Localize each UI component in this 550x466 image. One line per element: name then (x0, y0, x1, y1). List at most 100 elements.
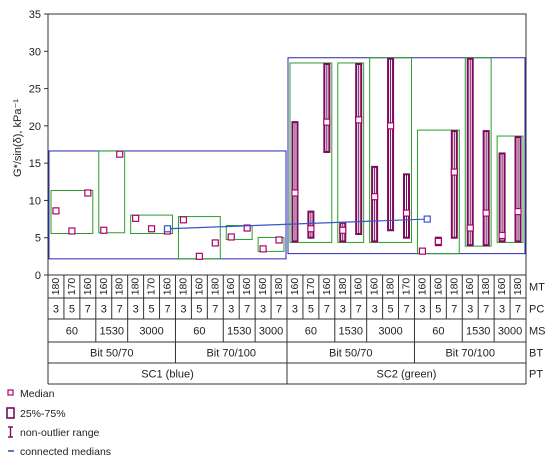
table-cell-label: 5 (435, 304, 441, 316)
table-cell-label: 7 (324, 304, 330, 316)
table-cell-label: 3000 (139, 326, 163, 338)
subgroup-range-rect (98, 150, 126, 234)
table-cell-label: 3000 (378, 326, 402, 338)
table-cell-label: 180 (177, 278, 189, 296)
median-marker (259, 245, 267, 253)
median-marker (243, 224, 251, 232)
table-cell-label: 7 (85, 304, 91, 316)
table-cell-label: SC2 (green) (377, 369, 437, 381)
subgroup-range-rect (289, 62, 333, 243)
legend-item-whisker: non-outlier range (8, 426, 100, 439)
median-marker (275, 236, 283, 244)
median-marker (84, 189, 92, 197)
table-cell-label: 160 (82, 278, 94, 296)
table-cell-label: 3 (180, 304, 186, 316)
table-cell-label: 7 (244, 304, 250, 316)
legend-label: non-outlier range (20, 427, 100, 439)
y-tick-label: 0 (35, 270, 41, 282)
table-cell-label: 5 (388, 304, 394, 316)
subgroup-range-rect (464, 57, 492, 247)
table-cell-label: 1530 (227, 326, 251, 338)
median-marker (323, 118, 331, 126)
table-cell-label: 180 (50, 278, 62, 296)
table-cell-label: 180 (480, 278, 492, 296)
y-tick-label: 5 (35, 233, 41, 245)
median-marker (418, 247, 427, 255)
iqr-box (403, 173, 410, 239)
table-cell-label: 160 (98, 278, 110, 296)
median-marker (227, 233, 235, 241)
y-axis-label: G*/sin(δ), kPa⁻¹ (12, 99, 24, 177)
iqr-box (450, 130, 458, 239)
median-marker (179, 216, 188, 224)
table-cell-label: 7 (515, 304, 521, 316)
table-cell-label: 5 (149, 304, 155, 316)
table-cell-label: Bit 50/70 (90, 348, 133, 360)
median-marker (291, 189, 299, 197)
table-cell-label: 3 (372, 304, 378, 316)
y-tick-label: 35 (29, 9, 41, 21)
table-cell-label: 180 (209, 278, 221, 296)
table-cell-label: 3000 (259, 326, 283, 338)
median-marker (339, 226, 347, 234)
table-cell-label: 3 (53, 304, 59, 316)
table-cell-label: SC1 (blue) (141, 369, 194, 381)
table-row-label: PT (529, 369, 543, 381)
table-cell-label: 5 (308, 304, 314, 316)
table-cell-label: 7 (276, 304, 282, 316)
table-cell-label: 160 (416, 278, 428, 296)
table-row-label: MT (529, 282, 545, 294)
median-marker (52, 207, 60, 215)
y-axis: 0 5 10 15 20 25 30 35 (29, 9, 48, 282)
table-cell-label: 170 (305, 278, 317, 296)
iqr-box (514, 136, 522, 243)
table-cell-label: 3 (499, 304, 505, 316)
iqr-box (323, 62, 331, 153)
table-row-label: BT (529, 348, 543, 360)
subgroup-range-rect (496, 135, 524, 243)
table-cell-label: Bit 50/70 (329, 348, 372, 360)
median-marker (355, 116, 363, 124)
table-cell-label: 160 (241, 278, 253, 296)
subgroup-range-rect (416, 129, 460, 255)
table-cell-label: 160 (257, 278, 269, 296)
table-cell-label: 3000 (498, 326, 522, 338)
table-cell-label: 60 (66, 326, 78, 338)
table-cell-label: 170 (66, 278, 78, 296)
iqr-box (371, 165, 379, 243)
median-marker (434, 237, 442, 246)
connected-median-marker (163, 225, 172, 233)
table-cell-label: 5 (69, 304, 75, 316)
legend-item-line: connected medians (8, 446, 111, 458)
table-row-label: MS (529, 326, 546, 338)
table-cell-label: 7 (483, 304, 489, 316)
group-range-rect (48, 150, 287, 260)
table-cell-label: Bit 70/100 (445, 348, 495, 360)
median-marker (514, 208, 522, 216)
table-cell-label: 3 (467, 304, 473, 316)
table-cell-label: 1530 (466, 326, 490, 338)
table-cell-label: 3 (101, 304, 107, 316)
connected-median-marker (423, 215, 431, 223)
table-cell-label: 160 (162, 278, 174, 296)
table-cell-label: 3 (340, 304, 346, 316)
table-cell-label: 7 (212, 304, 218, 316)
median-icon (7, 389, 14, 396)
plot-area (47, 13, 527, 276)
iqr-box (355, 62, 363, 235)
table-row-label: PC (529, 304, 544, 316)
legend-item-median: Median (7, 388, 55, 400)
median-marker (450, 168, 458, 176)
median-marker (116, 150, 124, 158)
subgroup-range-rect (337, 62, 365, 243)
table-cell-label: 3 (260, 304, 266, 316)
iqr-box (307, 210, 315, 239)
table-cell-label: 180 (448, 278, 460, 296)
table-cell-label: 160 (289, 278, 301, 296)
table-cell-label: Bit 70/100 (206, 348, 256, 360)
table-cell-label: 180 (130, 278, 142, 296)
table-cell-label: 180 (512, 278, 524, 296)
median-marker (147, 225, 156, 233)
y-tick-label: 15 (29, 158, 41, 170)
